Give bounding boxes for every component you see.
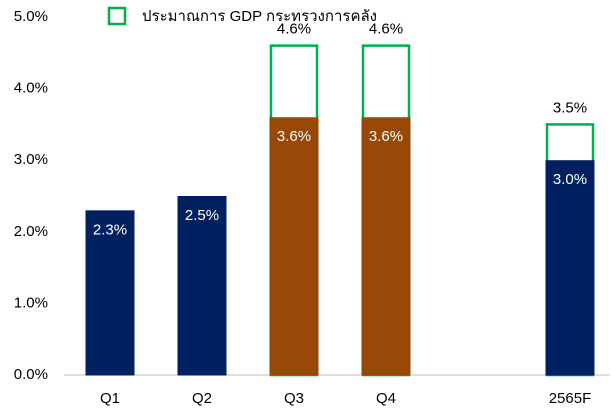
x-tick-label: Q1 bbox=[100, 390, 120, 407]
x-tick-label: Q3 bbox=[284, 390, 304, 407]
y-tick-label: 5.0% bbox=[14, 8, 48, 25]
x-tick-label: Q2 bbox=[192, 390, 212, 407]
bar bbox=[85, 210, 135, 376]
y-tick-label: 0.0% bbox=[14, 366, 48, 383]
y-tick-label: 4.0% bbox=[14, 80, 48, 97]
bar-label: 2.3% bbox=[93, 221, 127, 238]
bar-label: 3.0% bbox=[553, 171, 587, 188]
bar-label: 3.6% bbox=[277, 128, 311, 145]
bar bbox=[545, 160, 595, 376]
bar bbox=[269, 117, 319, 376]
bar-label: 3.6% bbox=[369, 128, 403, 145]
x-tick-label: 2565F bbox=[549, 390, 592, 407]
bar bbox=[177, 196, 227, 376]
legend-label: ประมาณการ GDP กระทรวงการคลัง bbox=[142, 8, 377, 25]
bar-label: 2.5% bbox=[185, 207, 219, 224]
legend-swatch bbox=[107, 6, 127, 26]
forecast-label: 4.6% bbox=[277, 21, 311, 38]
forecast-label: 4.6% bbox=[369, 21, 403, 38]
y-tick-label: 2.0% bbox=[14, 223, 48, 240]
forecast-label: 3.5% bbox=[553, 99, 587, 116]
bar bbox=[361, 117, 411, 376]
x-tick-label: Q4 bbox=[376, 390, 396, 407]
y-tick-label: 1.0% bbox=[14, 294, 48, 311]
y-tick-label: 3.0% bbox=[14, 151, 48, 168]
